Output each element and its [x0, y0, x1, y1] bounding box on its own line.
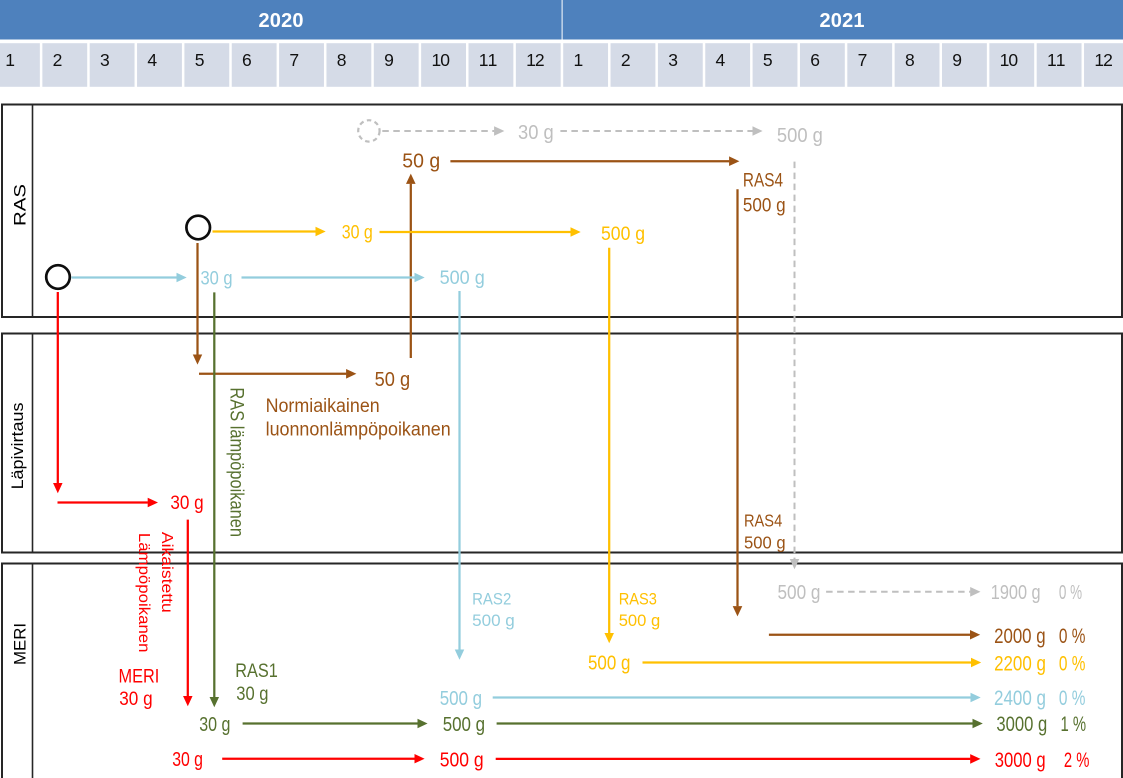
svg-text:500 g: 500 g [777, 125, 823, 147]
svg-text:MERI: MERI [119, 667, 160, 688]
svg-text:RAS: RAS [12, 184, 30, 226]
svg-text:12: 12 [1094, 50, 1113, 70]
svg-text:8: 8 [337, 50, 347, 70]
svg-text:6: 6 [242, 50, 252, 70]
svg-text:4: 4 [147, 50, 157, 70]
svg-text:30 g: 30 g [236, 684, 268, 705]
svg-text:4: 4 [716, 50, 726, 70]
svg-text:2000 g: 2000 g [994, 625, 1046, 648]
svg-text:6: 6 [810, 50, 820, 70]
svg-text:Lämpöpoikanen: Lämpöpoikanen [135, 533, 152, 653]
svg-text:RAS4: RAS4 [743, 171, 783, 192]
svg-text:8: 8 [905, 50, 915, 70]
svg-text:2: 2 [621, 50, 631, 70]
svg-text:RAS lämpöpoikanen: RAS lämpöpoikanen [225, 387, 246, 537]
svg-text:RAS2: RAS2 [472, 590, 511, 609]
svg-text:30 g: 30 g [170, 493, 203, 514]
svg-text:50 g: 50 g [402, 150, 440, 172]
svg-text:500 g: 500 g [472, 611, 515, 630]
svg-text:2 %: 2 % [1064, 749, 1090, 772]
svg-text:Läpivirtaus: Läpivirtaus [9, 403, 27, 490]
svg-text:0 %: 0 % [1059, 582, 1082, 604]
svg-text:500 g: 500 g [743, 196, 786, 217]
svg-text:RAS1: RAS1 [235, 661, 278, 682]
svg-text:30 g: 30 g [342, 222, 373, 243]
svg-text:1: 1 [5, 50, 15, 70]
svg-text:30 g: 30 g [518, 122, 554, 144]
svg-text:luonnonlämpöpoikanen: luonnonlämpöpoikanen [266, 419, 451, 440]
svg-text:3: 3 [100, 50, 110, 70]
svg-text:500 g: 500 g [744, 532, 786, 552]
svg-text:500 g: 500 g [778, 582, 821, 604]
svg-text:9: 9 [384, 50, 394, 70]
svg-text:500 g: 500 g [588, 653, 630, 675]
svg-text:30 g: 30 g [172, 749, 203, 771]
svg-text:0 %: 0 % [1059, 653, 1086, 676]
svg-text:500 g: 500 g [440, 688, 482, 710]
svg-text:RAS3: RAS3 [619, 590, 657, 609]
svg-text:1900 g: 1900 g [991, 582, 1041, 604]
svg-text:30 g: 30 g [119, 689, 152, 710]
svg-text:500 g: 500 g [601, 224, 645, 245]
svg-text:2020: 2020 [259, 10, 304, 32]
svg-text:RAS4: RAS4 [744, 510, 782, 530]
svg-text:30 g: 30 g [199, 714, 230, 736]
svg-text:2200 g: 2200 g [994, 653, 1046, 676]
svg-text:1 %: 1 % [1061, 713, 1087, 736]
svg-text:2: 2 [53, 50, 63, 70]
svg-text:0 %: 0 % [1059, 625, 1086, 648]
svg-text:11: 11 [1047, 50, 1066, 70]
svg-text:11: 11 [479, 50, 498, 70]
svg-text:5: 5 [763, 50, 773, 70]
svg-text:500 g: 500 g [440, 749, 484, 771]
svg-text:MERI: MERI [12, 623, 30, 665]
svg-text:500 g: 500 g [440, 268, 485, 289]
svg-text:Aikaistettu: Aikaistettu [158, 532, 175, 613]
svg-text:2021: 2021 [820, 10, 865, 32]
svg-text:3000 g: 3000 g [995, 749, 1046, 772]
svg-text:7: 7 [858, 50, 868, 70]
svg-text:30 g: 30 g [201, 268, 233, 289]
svg-text:500 g: 500 g [619, 611, 661, 630]
svg-text:0 %: 0 % [1059, 687, 1086, 710]
svg-text:9: 9 [952, 50, 962, 70]
svg-text:1: 1 [574, 50, 584, 70]
svg-text:500 g: 500 g [443, 714, 485, 736]
svg-text:7: 7 [289, 50, 299, 70]
svg-text:12: 12 [526, 50, 545, 70]
svg-text:10: 10 [1000, 50, 1019, 70]
svg-text:3000 g: 3000 g [996, 713, 1047, 736]
svg-text:3: 3 [668, 50, 678, 70]
svg-text:2400 g: 2400 g [994, 687, 1046, 710]
svg-text:5: 5 [195, 50, 205, 70]
svg-text:50 g: 50 g [375, 369, 411, 391]
svg-text:Normiaikainen: Normiaikainen [266, 396, 380, 417]
svg-text:10: 10 [431, 50, 450, 70]
